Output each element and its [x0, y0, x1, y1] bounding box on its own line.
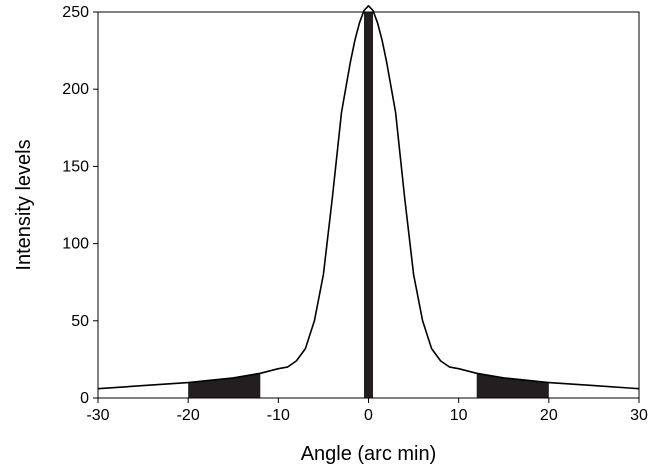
shaded-region-2: [476, 373, 549, 398]
shaded-region-1: [188, 373, 261, 398]
x-tick-label: -30: [86, 407, 109, 424]
x-tick-label: -20: [177, 407, 200, 424]
x-axis-ticks: -30 -20 -10 0 10 20 30: [86, 398, 648, 424]
y-axis-title: Intensity levels: [13, 139, 35, 270]
shaded-regions: [188, 12, 549, 398]
x-tick-label: 10: [450, 407, 468, 424]
y-axis-ticks: 0 50 100 150 200 250: [62, 4, 98, 407]
series-layer: [97, 5, 640, 390]
y-tick-label: 150: [62, 158, 89, 175]
central-bar: [363, 12, 374, 398]
x-axis-title: Angle (arc min): [301, 443, 437, 465]
y-tick-label: 50: [71, 313, 89, 330]
y-tick-label: 100: [62, 236, 89, 253]
y-tick-label: 200: [62, 81, 89, 98]
intensity-curve: [97, 5, 640, 390]
y-tick-label: 0: [80, 390, 89, 407]
x-tick-label: -10: [267, 407, 290, 424]
x-tick-label: 30: [630, 407, 648, 424]
y-tick-label: 250: [62, 4, 89, 21]
x-tick-label: 0: [364, 407, 373, 424]
x-tick-label: 20: [540, 407, 558, 424]
